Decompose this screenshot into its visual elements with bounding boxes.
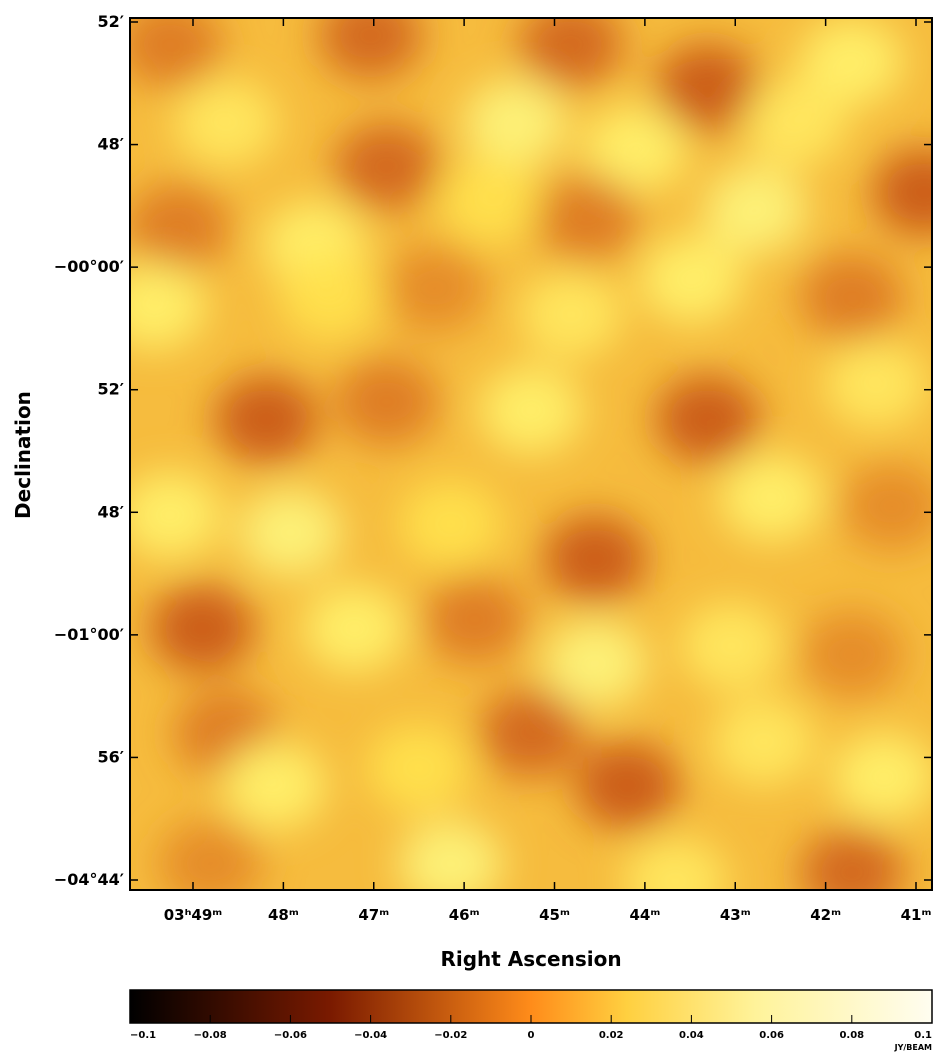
heatmap-blob xyxy=(871,148,932,237)
y-tick-label: 52′ xyxy=(98,380,124,399)
heatmap-blob xyxy=(655,375,760,464)
x-axis-title: Right Ascension xyxy=(440,947,621,971)
heatmap-blob xyxy=(703,165,808,254)
heatmap-blob xyxy=(398,819,503,890)
y-tick-label: 52′ xyxy=(98,12,124,31)
heatmap-blob xyxy=(238,488,343,577)
heatmap-blob xyxy=(839,462,932,551)
heatmap-blob xyxy=(719,453,824,542)
heatmap-blob xyxy=(543,619,648,708)
heatmap-blob xyxy=(214,375,319,464)
heatmap-blob xyxy=(302,584,407,673)
colorbar-tick-label: 0.02 xyxy=(599,1030,624,1041)
y-axis-title: Declination xyxy=(11,391,35,519)
colorbar-tick-label: −0.1 xyxy=(130,1030,156,1041)
heatmap-blob xyxy=(679,601,784,690)
y-tick-label: 48′ xyxy=(98,135,124,154)
heatmap-blob xyxy=(479,689,583,778)
heatmap-blob xyxy=(799,18,904,106)
heatmap-blob xyxy=(130,261,207,350)
heatmap-blob xyxy=(462,78,567,167)
heatmap-blob xyxy=(831,732,932,821)
x-tick-label: 45ᵐ xyxy=(539,906,570,924)
heatmap-blob xyxy=(623,837,728,890)
heatmap-blob xyxy=(799,253,904,342)
heatmap-blob xyxy=(318,18,423,80)
heatmap-blob xyxy=(799,610,904,699)
heatmap-blob xyxy=(130,18,223,89)
colorbar-tick-label: 0.1 xyxy=(914,1030,932,1041)
colorbar-tick-label: −0.04 xyxy=(354,1030,387,1041)
y-tick-label: −01°00′ xyxy=(54,625,124,644)
y-tick-label: −00°00′ xyxy=(54,257,124,276)
heatmap-blob xyxy=(543,514,648,603)
heatmap-blob xyxy=(479,366,583,455)
colorbar-tick-label: 0.06 xyxy=(759,1030,784,1041)
heatmap-blob xyxy=(150,584,255,673)
colorbar-tick-label: −0.08 xyxy=(194,1030,227,1041)
heatmap-blob xyxy=(334,122,439,211)
heatmap-blob xyxy=(519,270,624,359)
heatmap-blob xyxy=(655,43,760,132)
heatmap-blob xyxy=(382,244,487,333)
heatmap-blob xyxy=(398,479,503,568)
heatmap-blob xyxy=(519,18,624,89)
x-tick-label: 42ᵐ xyxy=(810,906,841,924)
colorbar-tick-label: 0.04 xyxy=(679,1030,704,1041)
x-tick-label: 48ᵐ xyxy=(268,906,299,924)
x-tick-label: 47ᵐ xyxy=(358,906,389,924)
y-tick-label: 56′ xyxy=(98,747,124,766)
heatmap-blob xyxy=(711,697,816,786)
heatmap-blob xyxy=(334,357,439,446)
colorbar-unit-label: JY/BEAM xyxy=(894,1043,932,1052)
heatmap-blob xyxy=(535,174,640,263)
heatmap-blob xyxy=(174,78,279,167)
x-tick-label: 46ᵐ xyxy=(449,906,480,924)
x-tick-label: 41ᵐ xyxy=(901,906,932,924)
x-tick-label: 44ᵐ xyxy=(629,906,660,924)
x-tick-label: 43ᵐ xyxy=(720,906,751,924)
heatmap-blob xyxy=(639,235,744,324)
heatmap-blob xyxy=(222,741,327,830)
heatmap-blob xyxy=(438,157,543,246)
heatmap-blob xyxy=(158,819,263,890)
plot-frame xyxy=(129,17,933,891)
heatmap-blob xyxy=(743,78,848,167)
heatmap-blob xyxy=(366,723,471,812)
heatmap-blob xyxy=(278,253,383,342)
heatmap-blob xyxy=(422,575,527,664)
heatmap-blob xyxy=(823,340,928,429)
y-tick-label: 48′ xyxy=(98,502,124,521)
x-tick-label: 03ʰ49ᵐ xyxy=(164,906,223,924)
colorbar-tick-label: 0.08 xyxy=(839,1030,864,1041)
colorbar-tick-label: −0.06 xyxy=(274,1030,307,1041)
y-tick-label: −04°44′ xyxy=(54,870,124,889)
heatmap-blob xyxy=(130,471,223,560)
colorbar-tick-label: −0.02 xyxy=(434,1030,467,1041)
heatmap-blob xyxy=(130,183,231,272)
colorbar-tick-label: 0 xyxy=(528,1030,535,1041)
heatmap-blob xyxy=(799,828,904,890)
heatmap-blob xyxy=(583,104,688,193)
heatmap-blob xyxy=(575,741,680,830)
